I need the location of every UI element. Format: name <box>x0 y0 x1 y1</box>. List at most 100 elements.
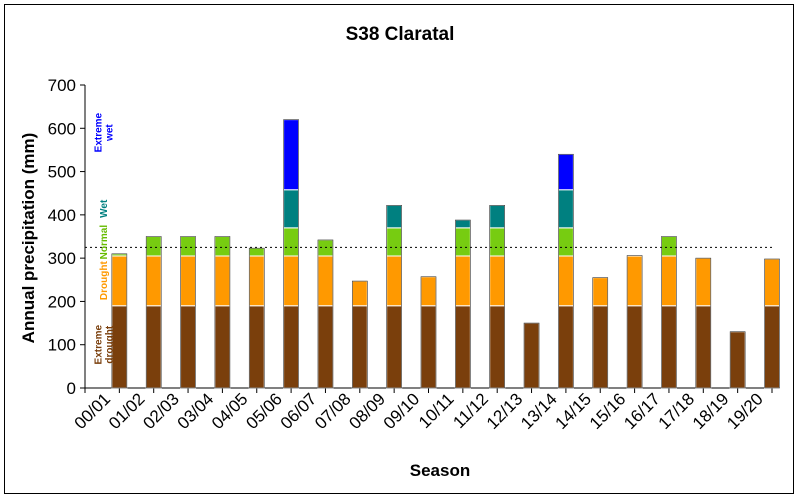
x-tick-label: 00/01 <box>71 389 115 433</box>
band-label-extreme_drought: Extreme <box>94 325 105 365</box>
bar-segment-extreme_drought <box>626 305 643 389</box>
bar-segment-drought <box>592 277 609 307</box>
bar-outline <box>180 236 196 389</box>
bar-outline <box>214 236 231 389</box>
bar-outline <box>558 153 574 389</box>
bar-segment-drought <box>180 255 197 307</box>
bar-segment-extreme_drought <box>660 305 677 389</box>
y-axis-title: Annual precipitation (mm) <box>19 133 38 344</box>
x-tick-label: 11/12 <box>449 389 492 432</box>
bar-segment-drought <box>351 280 368 307</box>
bar-outline <box>592 277 609 389</box>
bar-segment-normal <box>489 227 506 257</box>
bar-outline <box>283 119 299 389</box>
bar-segment-drought <box>454 255 471 307</box>
x-tick-label: 01/02 <box>105 389 149 433</box>
bar-segment-drought <box>420 276 437 307</box>
bar-outline <box>111 253 128 389</box>
y-tick-label: 0 <box>67 379 76 398</box>
bar-segment-wet <box>386 204 403 229</box>
bar-segment-extreme_drought <box>317 305 334 389</box>
bar-segment-extreme_wet <box>557 153 574 191</box>
bar-segment-wet <box>454 219 471 229</box>
bar-segment-normal <box>248 247 265 257</box>
bar-segment-drought <box>386 255 403 307</box>
bar-outline <box>386 205 402 389</box>
band-label-extreme_wet: wet <box>105 124 116 142</box>
y-tick-label: 200 <box>48 292 76 311</box>
bar-segment-extreme_drought <box>180 305 197 389</box>
bar-segment-extreme_drought <box>351 305 368 389</box>
y-tick-label: 500 <box>48 163 76 182</box>
y-tick-label: 300 <box>48 249 76 268</box>
x-tick-label: 14/15 <box>552 389 596 433</box>
x-tick-label: 04/05 <box>208 389 252 433</box>
bar-outline <box>695 257 712 389</box>
bar-segment-extreme_drought <box>454 305 471 389</box>
bar-segment-extreme_drought <box>283 305 300 389</box>
bar-segment-drought <box>695 257 712 307</box>
bar-segment-extreme_drought <box>248 305 265 389</box>
bar-segment-drought <box>660 255 677 307</box>
bar-outline <box>420 276 437 389</box>
y-tick-label: 100 <box>48 336 76 355</box>
bar-segment-extreme_drought <box>729 331 746 389</box>
x-tick-label: 16/17 <box>620 389 664 433</box>
bar-outline <box>764 258 780 389</box>
bar-outline <box>489 205 506 389</box>
x-tick-label: 02/03 <box>139 389 183 433</box>
bar-segment-normal <box>111 253 128 257</box>
bar-segment-extreme_drought <box>592 305 609 389</box>
band-label-normal: Normal <box>99 225 110 260</box>
bar-outline <box>523 322 540 389</box>
bar-segment-extreme_drought <box>764 305 780 389</box>
bar-segment-wet <box>489 204 506 229</box>
bar-segment-drought <box>489 255 506 307</box>
bar-outline <box>351 280 368 389</box>
bar-segment-normal <box>180 236 197 257</box>
bar-segment-extreme_drought <box>489 305 506 389</box>
x-tick-label: 12/13 <box>483 389 527 433</box>
bar-outline <box>661 236 677 389</box>
band-label-extreme_drought: drought <box>105 325 116 363</box>
x-tick-label: 07/08 <box>311 389 355 433</box>
bar-segment-normal <box>283 227 300 257</box>
bar-segment-normal <box>386 227 403 257</box>
x-tick-label: 05/06 <box>242 389 286 433</box>
bar-outline <box>145 236 162 389</box>
bar-segment-normal <box>557 227 574 257</box>
x-tick-label: 08/09 <box>345 389 389 433</box>
bar-segment-extreme_drought <box>695 305 712 389</box>
bar-segment-drought <box>764 258 780 307</box>
band-label-extreme_wet: Extreme <box>94 112 105 152</box>
bar-segment-extreme_drought <box>523 322 540 389</box>
x-tick-label: 18/19 <box>689 389 733 433</box>
bar-segment-extreme_drought <box>420 305 437 389</box>
bar-segment-normal <box>317 239 334 257</box>
bar-segment-extreme_wet <box>283 119 300 191</box>
band-label-wet: Wet <box>99 199 110 218</box>
bar-segment-drought <box>145 255 162 307</box>
bar-segment-wet <box>283 189 300 229</box>
bar-segment-extreme_drought <box>557 305 574 389</box>
y-tick-label: 700 <box>48 76 76 95</box>
x-tick-label: 17/18 <box>655 389 699 433</box>
bar-outline <box>248 247 265 389</box>
bar-segment-drought <box>317 255 334 307</box>
plot-area: 0 100 200 300 400 500 600 700 00/0101/0202/0303/… <box>48 76 780 433</box>
x-tick-label: 15/16 <box>586 389 630 433</box>
bar-segment-drought <box>214 255 231 307</box>
x-tick-label: 10/11 <box>415 389 458 432</box>
x-tick-label: 03/04 <box>174 389 218 433</box>
chart-title: S38 Claratal <box>346 24 455 45</box>
bar-outline <box>455 219 471 389</box>
bar-segment-extreme_drought <box>214 305 231 389</box>
bar-segment-extreme_drought <box>145 305 162 389</box>
bar-segment-drought <box>283 255 300 307</box>
bar-segment-normal <box>145 236 162 257</box>
bar-segment-normal <box>660 236 677 257</box>
bar-segment-normal <box>214 236 231 257</box>
band-label-drought: Drought <box>99 261 110 301</box>
x-tick-label: 19/20 <box>723 389 767 433</box>
bar-segment-drought <box>111 255 128 307</box>
